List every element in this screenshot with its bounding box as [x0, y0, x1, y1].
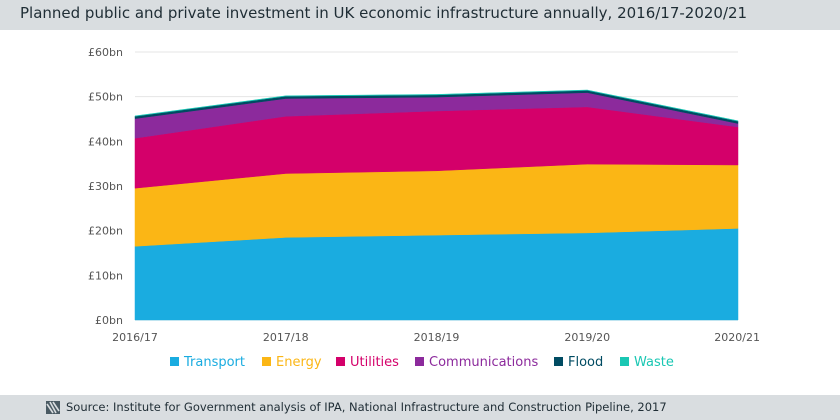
- area-waste: [134, 89, 739, 122]
- x-axis-ticks: 2016/17 2017/18 2018/19 2019/20 2020/21: [112, 331, 760, 344]
- source-icon: [46, 401, 60, 414]
- legend-swatch: [554, 357, 563, 366]
- legend-label: Energy: [276, 355, 322, 370]
- x-tick-label: 2020/21: [714, 331, 760, 344]
- legend-swatch: [415, 357, 424, 366]
- y-tick-label: £10bn: [88, 269, 123, 282]
- y-tick-label: £20bn: [88, 225, 123, 238]
- chart-area: £0bn £10bn £20bn £30bn £40bn £50bn £60bn 2016/…: [88, 46, 760, 370]
- x-tick-label: 2018/19: [414, 331, 460, 344]
- stacked-areas: [134, 89, 739, 321]
- y-tick-label: £60bn: [88, 46, 123, 59]
- source-text: Source: Institute for Government analysi…: [66, 400, 667, 414]
- y-tick-label: £0bn: [95, 314, 123, 327]
- x-tick-label: 2017/18: [263, 331, 309, 344]
- legend-swatch: [262, 357, 271, 366]
- legend-label: Communications: [429, 355, 538, 370]
- area-transport: [134, 228, 739, 321]
- y-tick-label: £50bn: [88, 91, 123, 104]
- legend-label: Waste: [634, 355, 674, 370]
- title-bar: Planned public and private investment in…: [0, 0, 840, 30]
- legend-label: Transport: [183, 355, 245, 370]
- x-tick-label: 2019/20: [564, 331, 610, 344]
- x-tick-label: 2016/17: [112, 331, 158, 344]
- y-tick-label: £40bn: [88, 135, 123, 148]
- chart-title: Planned public and private investment in…: [20, 4, 748, 22]
- legend-swatch: [336, 357, 345, 366]
- y-tick-label: £30bn: [88, 180, 123, 193]
- legend: Transport Energy Utilities Communications Fl…: [170, 355, 674, 370]
- y-axis-ticks: £0bn £10bn £20bn £30bn £40bn £50bn £60bn: [88, 46, 123, 327]
- legend-swatch: [620, 357, 629, 366]
- legend-label: Flood: [568, 355, 603, 370]
- legend-label: Utilities: [350, 355, 399, 370]
- source-footer: Source: Institute for Government analysi…: [0, 395, 840, 420]
- legend-swatch: [170, 357, 179, 366]
